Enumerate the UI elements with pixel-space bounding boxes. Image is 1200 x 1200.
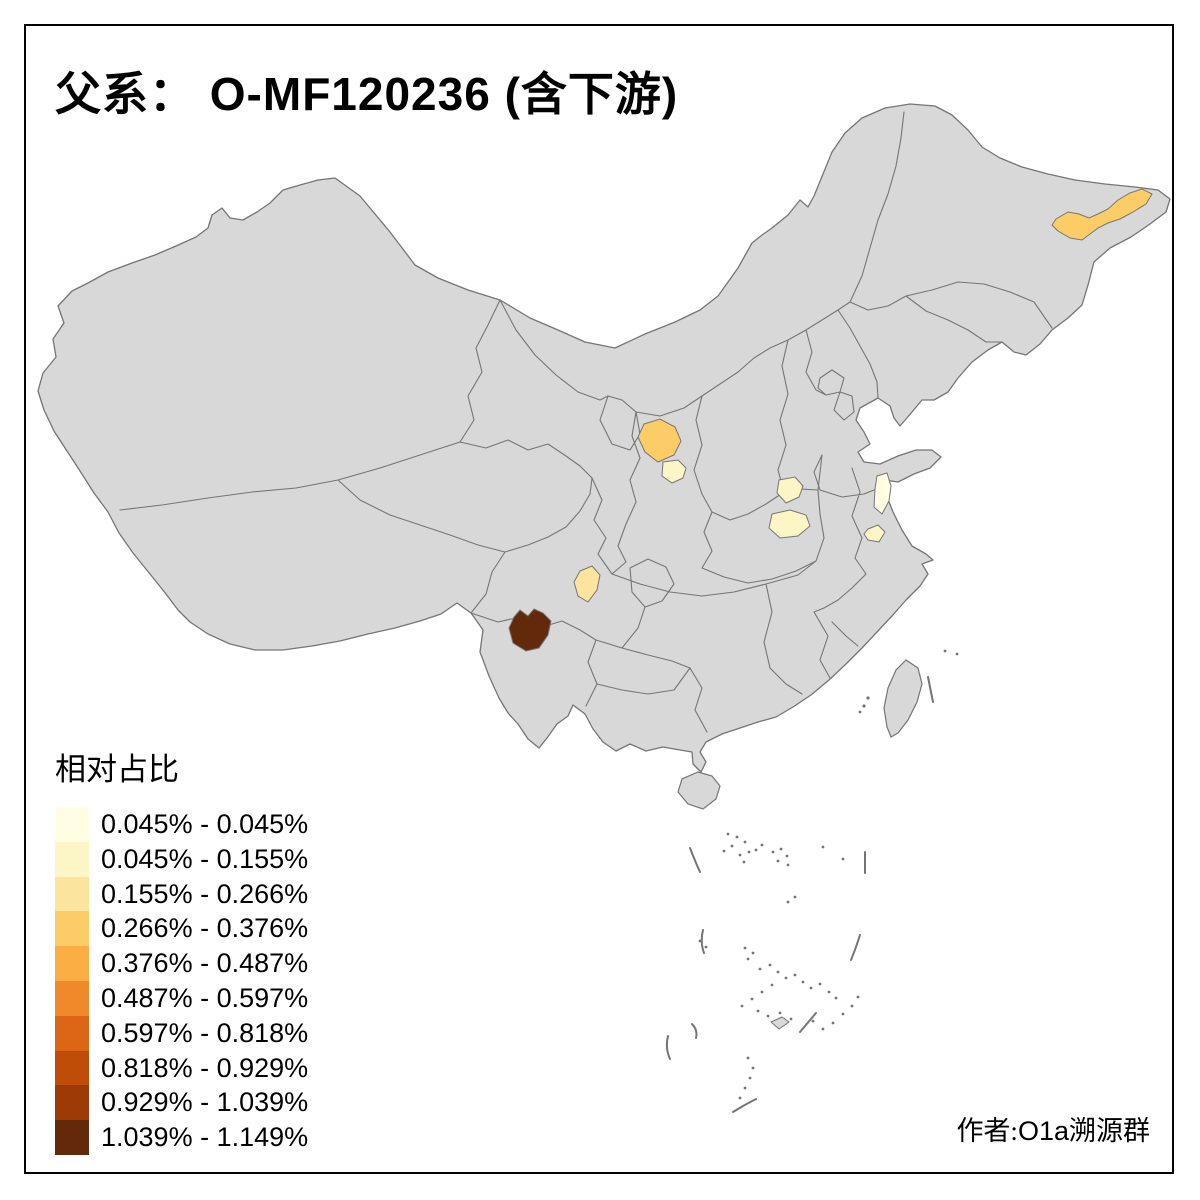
region-south-shaanxi [573,565,601,603]
map-title: 父系： O-MF120236 (含下游) [55,58,678,124]
hainan-island [677,771,721,810]
region-central-jiangsu [863,524,886,543]
map-title-prefix: 父系： [55,69,196,120]
legend-label: 0.818% - 0.929% [101,1052,309,1083]
legend-swatch [55,1050,89,1086]
legend-label: 1.039% - 1.149% [101,1122,309,1153]
legend-label: 0.155% - 0.266% [101,878,309,909]
legend-swatch-column [55,807,89,1155]
legend-label: 0.045% - 0.155% [101,843,309,874]
island-arcs [665,676,934,1113]
author-credit: 作者:O1a溯源群 [956,1109,1150,1148]
legend-swatch [55,841,89,877]
legend-swatch [55,807,89,842]
author-credit-latin: O1a [1017,1116,1069,1146]
legend-swatch [55,946,89,981]
legend-swatch [55,980,89,1016]
scattered-islets [698,649,959,1100]
legend-label: 0.929% - 1.039% [101,1087,309,1118]
province-borders [119,111,1053,733]
legend-label: 0.487% - 0.597% [101,982,309,1013]
region-north-jiangsu [873,472,892,515]
legend-swatch [55,1120,89,1155]
map-title-main: O-MF120236 (含下游) [196,68,679,120]
legend-swatch [55,1085,89,1121]
legend-label: 0.376% - 0.487% [101,948,309,979]
legend: 相对占比 0.045% - 0.045% 0.045% - 0.155% 0.1… [55,744,308,1155]
region-east-gansu-south [661,459,687,484]
legend-swatch [55,876,89,912]
region-north-henan [776,476,804,504]
region-central-henan [768,509,811,539]
region-northwest-yunnan [508,608,552,652]
taiwan-island [883,659,923,738]
legend-swatch [55,1015,89,1051]
legend-swatch [55,911,89,947]
china-mainland [37,103,1171,773]
region-northeast-heilongjiang [1051,188,1153,241]
legend-label: 0.266% - 0.376% [101,913,309,944]
legend-label-column: 0.045% - 0.045% 0.045% - 0.155% 0.155% -… [101,807,308,1155]
region-east-gansu-north [637,418,682,463]
legend-label: 0.597% - 0.818% [101,1017,309,1048]
legend-label: 0.045% - 0.045% [101,809,309,839]
author-credit-prefix: 作者: [956,1116,1018,1146]
legend-title: 相对占比 [55,752,179,787]
author-credit-suffix: 溯源群 [1069,1116,1150,1146]
small-islet [770,1016,790,1030]
